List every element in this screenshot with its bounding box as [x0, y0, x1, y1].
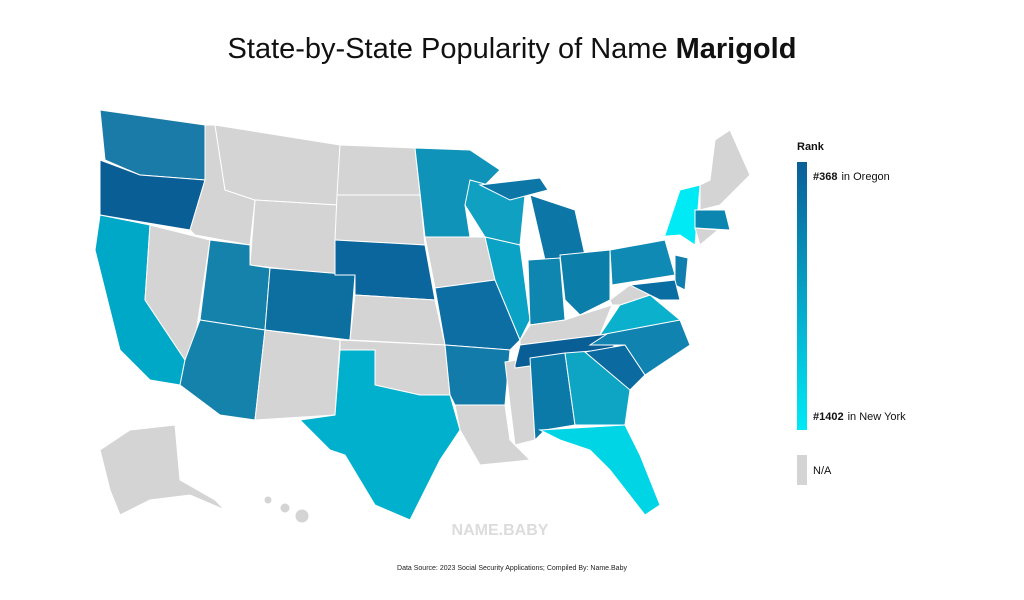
state	[614, 184, 701, 246]
state	[559, 249, 611, 316]
state	[294, 508, 310, 524]
state	[254, 329, 341, 421]
source: Data Source: 2023 Social Security Applic…	[397, 565, 627, 572]
state	[674, 254, 689, 291]
legend-bottom-place: in New York	[848, 411, 907, 423]
state	[349, 294, 446, 346]
state	[214, 124, 341, 206]
legend-bottom: #1402 in New York	[813, 411, 906, 423]
state	[424, 236, 496, 289]
state	[478, 177, 549, 201]
us-map	[94, 109, 751, 524]
legend-top: #368 in Oregon	[813, 171, 890, 183]
legend-gradient	[797, 162, 807, 430]
state	[334, 194, 426, 246]
state	[454, 404, 532, 466]
state	[628, 279, 681, 301]
state	[249, 199, 338, 276]
state	[336, 144, 421, 196]
state	[279, 502, 291, 514]
legend-bottom-rank: #1402	[813, 411, 844, 423]
legend-top-place: in Oregon	[841, 171, 889, 183]
state	[609, 239, 676, 286]
state	[99, 424, 226, 516]
state	[694, 209, 731, 231]
state	[699, 129, 751, 211]
state	[264, 267, 356, 341]
state	[434, 279, 521, 351]
legend-na-swatch	[797, 455, 807, 485]
legend-top-rank: #368	[813, 171, 837, 183]
state	[263, 495, 273, 505]
title: State-by-State Popularity of Name Marigol…	[228, 33, 797, 65]
state	[529, 194, 586, 261]
state	[694, 227, 720, 246]
state	[298, 349, 461, 521]
title-prefix: State-by-State Popularity of Name	[228, 33, 668, 65]
state	[527, 257, 566, 326]
state	[538, 424, 661, 516]
state	[484, 236, 531, 342]
state	[529, 352, 576, 442]
state	[444, 344, 511, 406]
legend-title: Rank	[797, 141, 825, 153]
legend-na-label: N/A	[813, 465, 832, 477]
title-name: Marigold	[676, 33, 797, 65]
watermark: NAME.BABY	[452, 522, 549, 539]
